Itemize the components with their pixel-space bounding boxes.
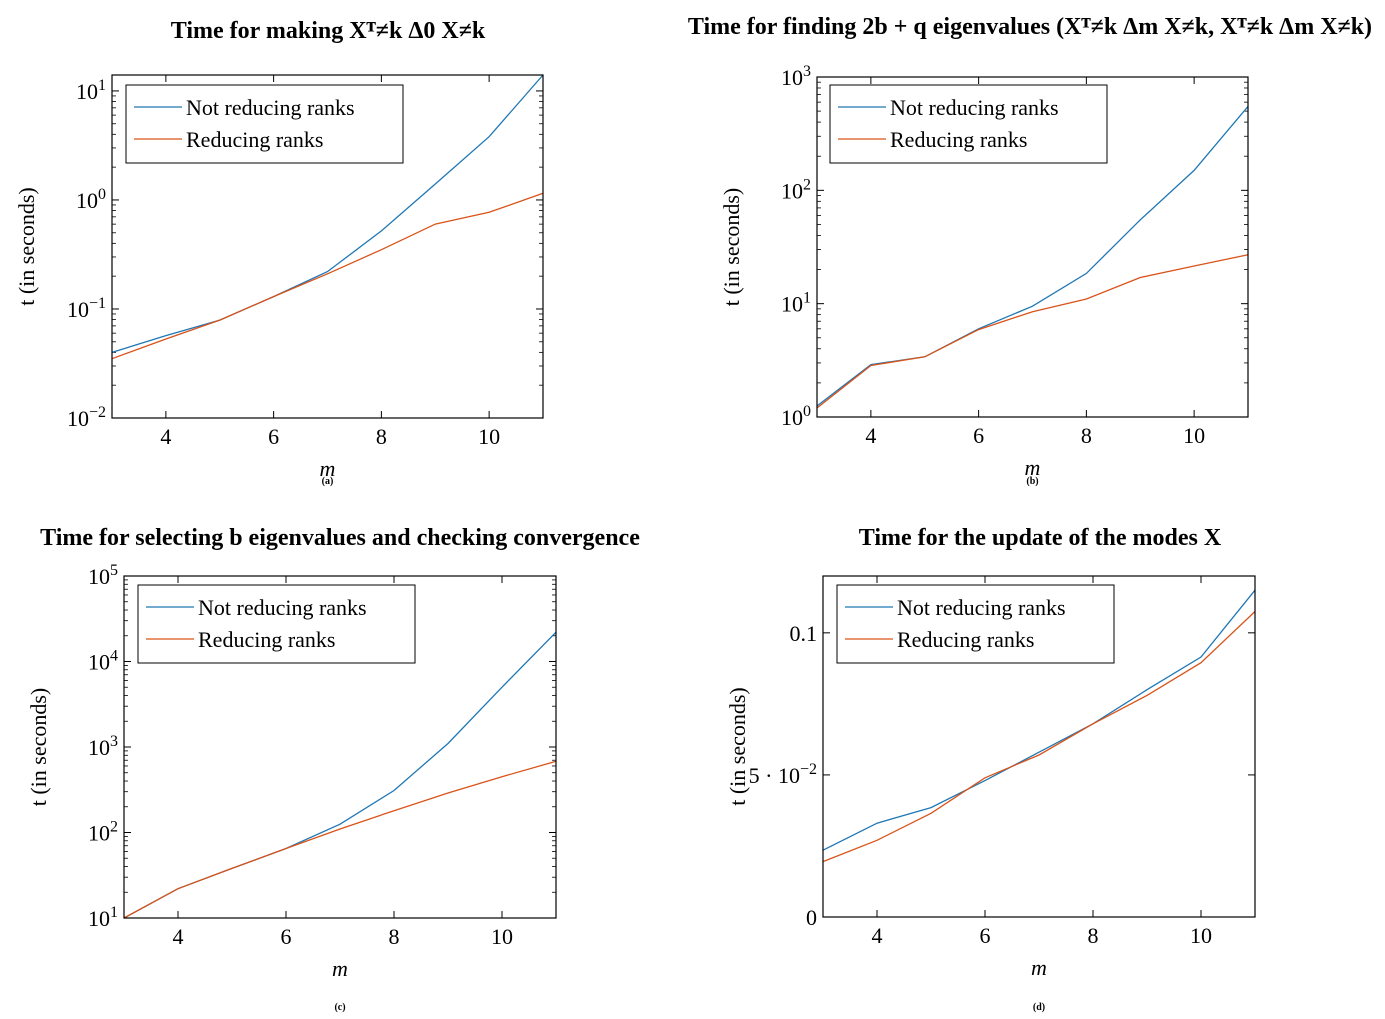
series-line-1 — [111, 74, 544, 354]
plot-frame — [123, 575, 557, 919]
y-tick-label: 0.1 — [790, 621, 818, 646]
plot-frame — [822, 575, 1256, 918]
chart-panel-1: Time for making Xᵀ≠k Δ0 X≠k (a) 10−2 10−1 10… — [14, 18, 544, 487]
y-tick-label: 101 — [781, 290, 811, 317]
legend-label: Not reducing ranks — [890, 95, 1059, 120]
y-tick-label: 103 — [781, 63, 811, 90]
y-axis-label: t (in seconds) — [719, 188, 744, 307]
y-axis-label: t (in seconds) — [26, 688, 51, 807]
y-tick-label: 100 — [781, 403, 811, 430]
x-tick-label: 6 — [281, 924, 292, 949]
series-line-1 — [822, 589, 1256, 851]
x-tick-label: 10 — [1190, 923, 1212, 948]
x-axis-label: m — [332, 956, 348, 981]
y-tick-label: 102 — [88, 819, 118, 846]
x-tick-label: 10 — [491, 924, 513, 949]
x-tick-label: 6 — [980, 923, 991, 948]
legend-label: Not reducing ranks — [897, 595, 1066, 620]
x-axis-label: m — [320, 456, 336, 481]
chart-panel-4: Time for the update of the modes X (d) 0 5 … — [725, 525, 1256, 1013]
x-tick-label: 8 — [1081, 423, 1092, 448]
legend-label: Reducing ranks — [897, 627, 1034, 652]
x-tick-label: 6 — [973, 423, 984, 448]
y-tick-label: 10−1 — [67, 295, 106, 322]
chart-caption: (a) — [322, 476, 334, 487]
legend-box — [836, 584, 1115, 664]
y-tick-label: 101 — [76, 77, 106, 104]
legend-label: Reducing ranks — [198, 627, 335, 652]
legend-label: Reducing ranks — [186, 127, 323, 152]
y-tick-label: 103 — [88, 733, 118, 760]
legend: Not reducing ranks Reducing ranks — [836, 584, 1115, 664]
y-tick-label: 100 — [76, 186, 106, 213]
x-tick-label: 4 — [173, 924, 184, 949]
series-line-1 — [123, 631, 557, 919]
x-axis-label: m — [1025, 455, 1041, 480]
y-axis-label: t (in seconds) — [725, 687, 750, 806]
legend-box — [137, 584, 416, 664]
chart-caption: (b) — [1026, 476, 1038, 487]
legend-label: Not reducing ranks — [198, 595, 367, 620]
x-tick-label: 10 — [1183, 423, 1205, 448]
x-tick-label: 8 — [389, 924, 400, 949]
y-tick-label: 105 — [88, 562, 118, 589]
legend-box — [125, 84, 404, 164]
chart-title: Time for selecting b eigenvalues and che… — [40, 525, 640, 551]
x-tick-label: 4 — [872, 923, 883, 948]
legend: Not reducing ranks Reducing ranks — [137, 584, 416, 664]
x-axis-label: m — [1031, 955, 1047, 980]
x-tick-label: 4 — [865, 423, 876, 448]
chart-title: Time for making Xᵀ≠k Δ0 X≠k — [171, 18, 486, 44]
y-tick-label: 0 — [806, 905, 817, 930]
series-line-2 — [123, 760, 557, 919]
x-tick-label: 6 — [268, 424, 279, 449]
legend: Not reducing ranks Reducing ranks — [125, 84, 404, 164]
chart-title: Time for the update of the modes X — [859, 525, 1222, 551]
y-tick-label: 104 — [88, 648, 118, 675]
x-tick-label: 8 — [1088, 923, 1099, 948]
plot-frame — [111, 74, 544, 419]
chart-caption: (d) — [1033, 1002, 1045, 1013]
x-tick-label: 4 — [160, 424, 171, 449]
legend-box — [829, 84, 1108, 164]
chart-title: Time for finding 2b + q eigenvalues (Xᵀ≠… — [688, 14, 1372, 40]
y-tick-label: 5 · 10−2 — [749, 761, 817, 788]
legend: Not reducing ranks Reducing ranks — [829, 84, 1108, 164]
series-line-2 — [111, 192, 544, 360]
x-tick-label: 8 — [376, 424, 387, 449]
y-tick-label: 102 — [781, 176, 811, 203]
x-tick-label: 10 — [478, 424, 500, 449]
series-line-2 — [816, 254, 1249, 409]
series-line-2 — [822, 611, 1256, 863]
chart-panel-2: Time for finding 2b + q eigenvalues (Xᵀ≠… — [688, 14, 1372, 487]
plot-frame — [816, 76, 1249, 418]
legend-label: Not reducing ranks — [186, 95, 355, 120]
y-axis-label: t (in seconds) — [14, 187, 39, 306]
chart-caption: (c) — [334, 1002, 345, 1013]
legend-label: Reducing ranks — [890, 127, 1027, 152]
y-tick-label: 101 — [88, 904, 118, 931]
chart-panel-3: Time for selecting b eigenvalues and che… — [26, 525, 640, 1013]
y-tick-label: 10−2 — [67, 404, 106, 431]
